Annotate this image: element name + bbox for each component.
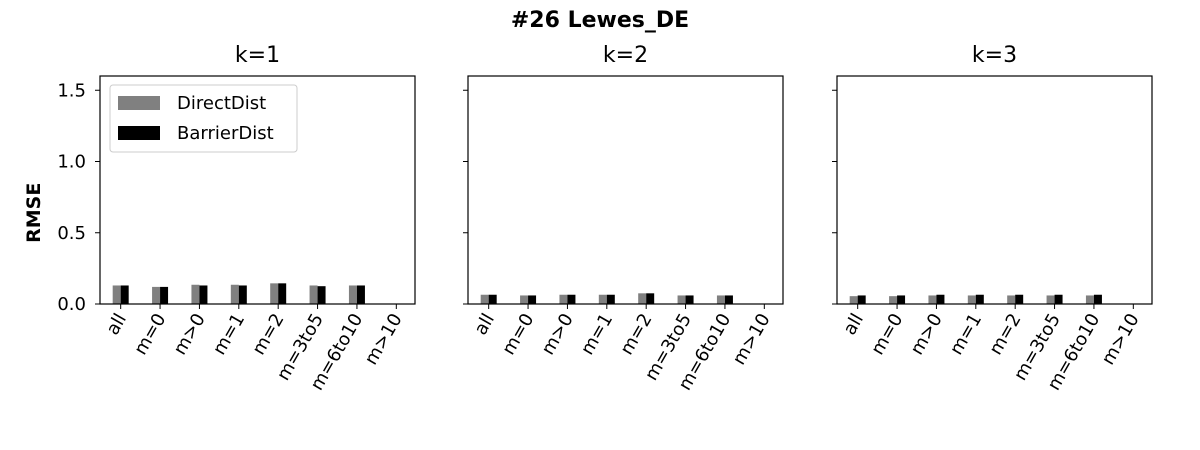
bar-directdist-6 xyxy=(1046,295,1055,304)
x-tick-label: m=1 xyxy=(209,310,249,359)
x-tick-label: m>10 xyxy=(729,310,775,369)
x-tick-label: all xyxy=(102,310,131,339)
bar-barrierdist-2 xyxy=(160,286,169,304)
bar-barrierdist-6 xyxy=(685,295,694,304)
bar-directdist-2 xyxy=(889,296,898,304)
x-tick-label: m=0 xyxy=(498,310,538,359)
x-tick-label: m=0 xyxy=(867,310,907,359)
x-tick-label: m=2 xyxy=(248,310,288,359)
x-tick-label: m=1 xyxy=(946,310,986,359)
x-tick-label: all xyxy=(470,310,499,339)
bar-barrierdist-3 xyxy=(936,294,945,304)
legend-label: DirectDist xyxy=(177,93,266,114)
subplot-title: k=1 xyxy=(235,43,280,68)
bar-barrierdist-3 xyxy=(567,294,576,304)
bar-barrierdist-6 xyxy=(1054,294,1063,304)
bar-directdist-1 xyxy=(480,294,489,304)
bar-directdist-3 xyxy=(191,284,200,304)
bar-barrierdist-2 xyxy=(897,295,906,304)
bar-barrierdist-1 xyxy=(857,295,866,304)
bar-directdist-2 xyxy=(520,295,529,304)
legend-label: BarrierDist xyxy=(177,123,274,144)
bar-barrierdist-5 xyxy=(1015,294,1024,304)
plot-frame xyxy=(467,75,784,305)
bar-directdist-6 xyxy=(309,285,318,304)
x-tick-label: m>0 xyxy=(538,310,578,359)
bar-barrierdist-3 xyxy=(199,285,208,304)
y-axis-label: RMSE xyxy=(23,183,45,243)
bar-directdist-7 xyxy=(716,295,725,304)
bar-directdist-4 xyxy=(230,284,239,304)
x-tick-label: m=2 xyxy=(985,310,1025,359)
bar-barrierdist-4 xyxy=(238,285,247,304)
x-tick-label: m>10 xyxy=(1098,310,1144,369)
x-tick-label: m=1 xyxy=(577,310,617,359)
y-tick-label: 0.5 xyxy=(57,223,86,244)
bar-barrierdist-5 xyxy=(278,283,287,304)
bar-barrierdist-7 xyxy=(356,285,365,304)
plot-frame xyxy=(99,75,416,305)
bar-barrierdist-5 xyxy=(646,293,655,304)
bar-barrierdist-4 xyxy=(975,294,984,304)
bar-directdist-4 xyxy=(967,295,976,304)
bar-barrierdist-7 xyxy=(1093,294,1102,304)
bar-directdist-2 xyxy=(152,286,161,304)
bar-directdist-6 xyxy=(677,295,686,304)
y-tick-label: 1.5 xyxy=(57,80,86,101)
legend-swatch-barrierdist xyxy=(118,126,160,140)
bar-directdist-7 xyxy=(348,285,357,304)
bar-barrierdist-7 xyxy=(724,295,733,304)
y-tick-label: 1.0 xyxy=(57,152,86,173)
subplot-title: k=2 xyxy=(603,43,648,68)
figure-title: #26 Lewes_DE xyxy=(511,8,689,33)
bar-directdist-4 xyxy=(598,294,607,304)
x-tick-label: m>0 xyxy=(907,310,947,359)
legend-swatch-directdist xyxy=(118,96,160,110)
x-tick-label: all xyxy=(839,310,868,339)
bar-directdist-7 xyxy=(1085,295,1094,304)
x-tick-label: m=0 xyxy=(130,310,170,359)
bar-directdist-3 xyxy=(559,294,568,304)
subplot-title: k=3 xyxy=(972,43,1017,68)
bar-barrierdist-1 xyxy=(120,285,129,304)
x-tick-label: m=2 xyxy=(616,310,656,359)
bar-directdist-5 xyxy=(638,293,647,304)
plot-frame xyxy=(836,75,1153,305)
bar-directdist-1 xyxy=(849,296,858,304)
bar-directdist-3 xyxy=(928,295,937,304)
bar-barrierdist-6 xyxy=(317,286,326,304)
bar-barrierdist-1 xyxy=(488,294,497,304)
bar-directdist-5 xyxy=(270,283,279,304)
x-tick-label: m>10 xyxy=(361,310,407,369)
x-tick-label: m>0 xyxy=(170,310,210,359)
bar-directdist-1 xyxy=(112,285,121,304)
bar-directdist-5 xyxy=(1007,295,1016,304)
bar-barrierdist-2 xyxy=(528,295,537,304)
bar-barrierdist-4 xyxy=(606,294,615,304)
y-tick-label: 0.0 xyxy=(57,294,86,315)
